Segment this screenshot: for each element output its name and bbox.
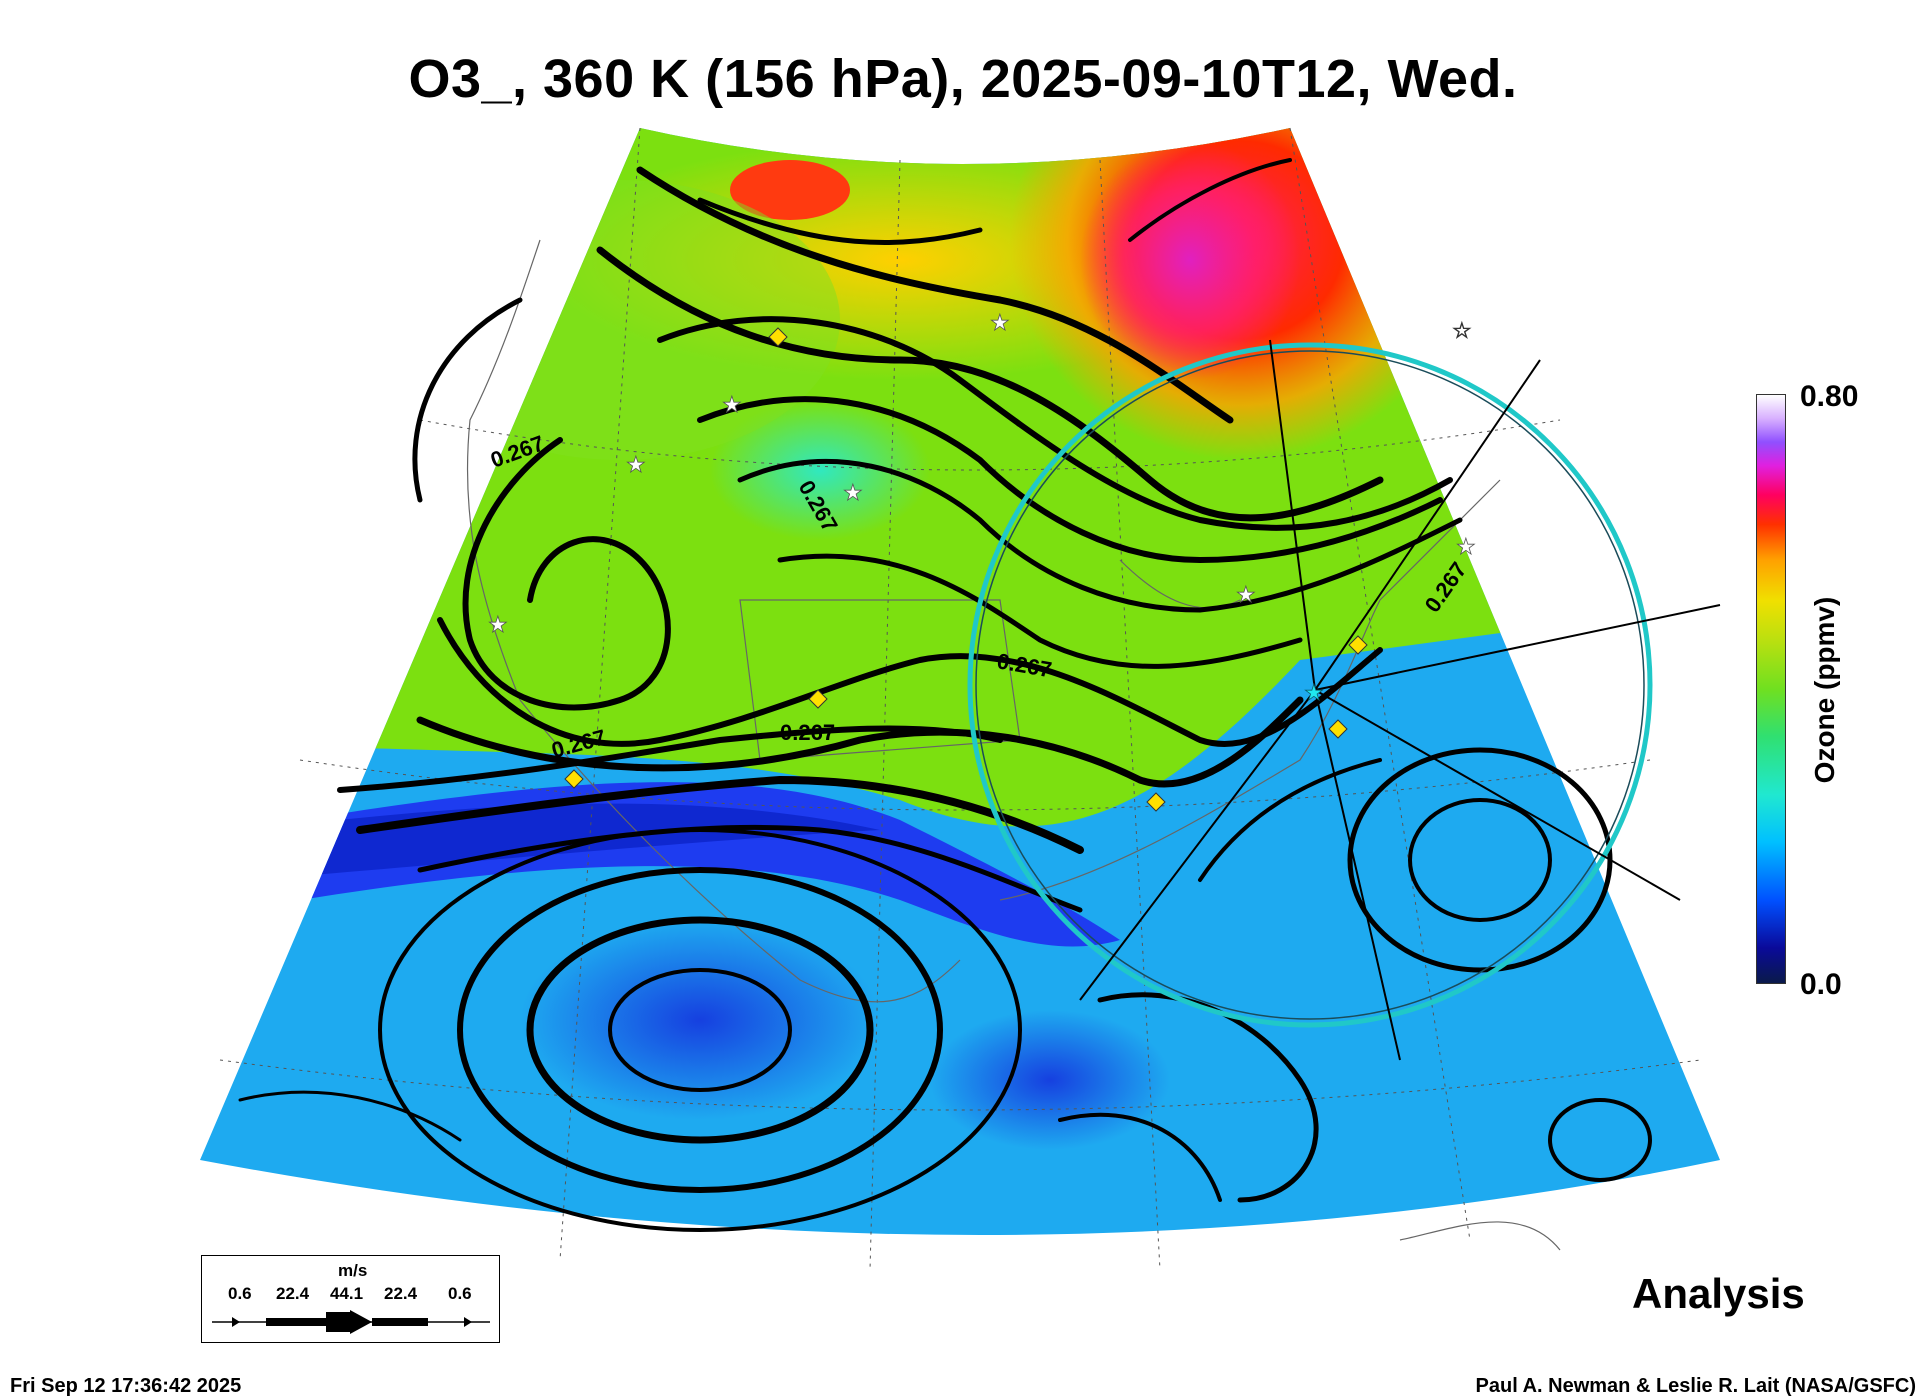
contour-label: 0.267 bbox=[780, 720, 835, 745]
star-marker-icon: ★ bbox=[843, 481, 863, 506]
streamlines bbox=[238, 158, 1652, 1232]
star-markers: ★ ★ ★ ★ ★ ★ ★ ☆ ★ bbox=[488, 311, 1477, 707]
wind-legend: m/s 0.6 22.4 44.1 22.4 0.6 bbox=[201, 1255, 500, 1343]
colorbar-min-label: 0.0 bbox=[1800, 968, 1842, 1001]
wind-legend-tick: 22.4 bbox=[384, 1284, 418, 1303]
star-marker-icon: ★ bbox=[1456, 535, 1476, 560]
wind-legend-tick: 22.4 bbox=[276, 1284, 310, 1303]
wind-arrow-icon bbox=[212, 1310, 490, 1334]
ozone-colorbar bbox=[1756, 394, 1786, 984]
timestamp: Fri Sep 12 17:36:42 2025 bbox=[10, 1375, 242, 1397]
diamond-marker-icon bbox=[808, 689, 828, 709]
star-marker-icon: ★ bbox=[1236, 583, 1256, 608]
star-marker-icon: ★ bbox=[626, 453, 646, 478]
wind-legend-tick: 0.6 bbox=[228, 1284, 252, 1303]
range-circle-inner bbox=[975, 350, 1645, 1020]
star-marker-icon: ★ bbox=[488, 613, 508, 638]
wind-legend-unit: m/s bbox=[338, 1261, 368, 1280]
analysis-label: Analysis bbox=[1632, 1270, 1805, 1317]
diamond-marker-icon bbox=[1348, 635, 1368, 655]
diamond-marker-icon bbox=[768, 327, 788, 347]
range-circle bbox=[967, 342, 1653, 1028]
colorbar-title: Ozone (ppmv) bbox=[1809, 596, 1840, 784]
radial-lines bbox=[1079, 339, 1721, 1061]
diamond-markers bbox=[564, 327, 1368, 812]
diamond-marker-icon bbox=[1146, 792, 1166, 812]
diamond-marker-icon bbox=[1328, 719, 1348, 739]
map-title: O3_, 360 K (156 hPa), 2025-09-10T12, Wed… bbox=[408, 49, 1518, 109]
star-marker-icon: ★ bbox=[1304, 681, 1324, 706]
wind-legend-tick: 44.1 bbox=[330, 1284, 364, 1303]
diamond-marker-icon bbox=[564, 769, 584, 789]
colorbar-max-label: 0.80 bbox=[1800, 380, 1859, 413]
star-marker-icon: ★ bbox=[990, 311, 1010, 336]
wind-legend-tick: 0.6 bbox=[448, 1284, 472, 1303]
star-marker-icon: ★ bbox=[722, 393, 742, 418]
credit: Paul A. Newman & Leslie R. Lait (NASA/GS… bbox=[1475, 1375, 1916, 1397]
star-marker-icon: ☆ bbox=[1452, 319, 1472, 344]
